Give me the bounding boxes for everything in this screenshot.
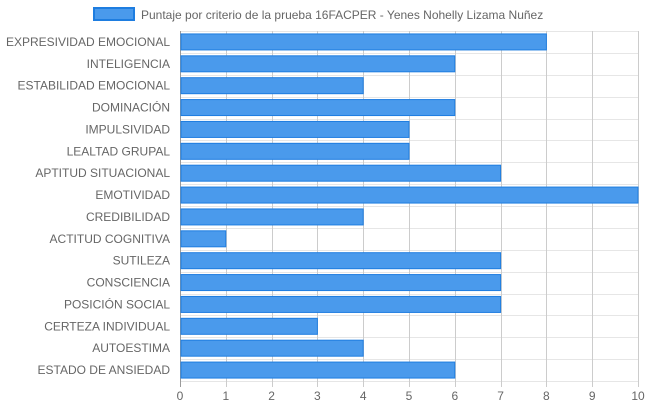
x-tick-label: 7 — [497, 389, 504, 403]
category-label: ESTADO DE ANSIEDAD — [38, 363, 171, 377]
y-axis-labels: EXPRESIVIDAD EMOCIONAL INTELIGENCIA ESTABI… — [6, 35, 170, 377]
x-tick-label: 2 — [268, 389, 275, 403]
bar[interactable] — [180, 208, 364, 226]
bar[interactable] — [180, 77, 364, 95]
category-label: INTELIGENCIA — [87, 57, 170, 71]
category-label: SUTILEZA — [113, 254, 170, 268]
x-tick-label: 10 — [631, 389, 645, 403]
bar[interactable] — [180, 361, 456, 379]
x-tick-label: 5 — [406, 389, 413, 403]
category-label: LEALTAD GRUPAL — [67, 144, 171, 158]
x-axis-labels: 0 1 2 3 4 5 6 7 8 9 10 — [177, 389, 645, 403]
bar[interactable] — [180, 230, 227, 248]
legend-label: Puntaje por criterio de la prueba 16FACP… — [141, 8, 543, 22]
bar[interactable] — [180, 164, 502, 182]
bar[interactable] — [180, 317, 318, 335]
grid — [180, 31, 639, 387]
category-label: ACTITUD COGNITIVA — [50, 232, 170, 246]
bar[interactable] — [180, 142, 410, 160]
bar[interactable] — [180, 274, 502, 292]
category-label: IMPULSIVIDAD — [85, 122, 170, 136]
bar[interactable] — [180, 339, 364, 357]
x-tick-label: 3 — [314, 389, 321, 403]
bar[interactable] — [180, 295, 502, 313]
bar[interactable] — [180, 186, 639, 204]
x-tick-label: 8 — [543, 389, 550, 403]
bar[interactable] — [180, 33, 547, 51]
bar[interactable] — [180, 120, 410, 138]
category-label: APTITUD SITUACIONAL — [35, 166, 170, 180]
legend-swatch — [93, 7, 135, 21]
category-label: CONSCIENCIA — [87, 276, 170, 290]
category-label: ESTABILIDAD EMOCIONAL — [18, 79, 171, 93]
bar[interactable] — [180, 252, 502, 270]
x-tick-label: 1 — [222, 389, 229, 403]
x-tick-label: 6 — [451, 389, 458, 403]
category-label: POSICIÓN SOCIAL — [64, 296, 170, 311]
category-label: CERTEZA INDIVIDUAL — [44, 319, 170, 333]
legend[interactable]: Puntaje por criterio de la prueba 16FACP… — [93, 7, 543, 22]
category-label: EMOTIVIDAD — [95, 188, 170, 202]
category-label: EXPRESIVIDAD EMOCIONAL — [6, 35, 170, 49]
x-tick-label: 9 — [589, 389, 596, 403]
bars — [180, 33, 639, 379]
category-label: DOMINACIÓN — [92, 100, 170, 115]
bar[interactable] — [180, 99, 456, 117]
category-label: CREDIBILIDAD — [86, 210, 170, 224]
category-label: AUTOESTIMA — [92, 341, 170, 355]
x-tick-label: 0 — [177, 389, 184, 403]
bar[interactable] — [180, 55, 456, 73]
x-tick-label: 4 — [360, 389, 367, 403]
